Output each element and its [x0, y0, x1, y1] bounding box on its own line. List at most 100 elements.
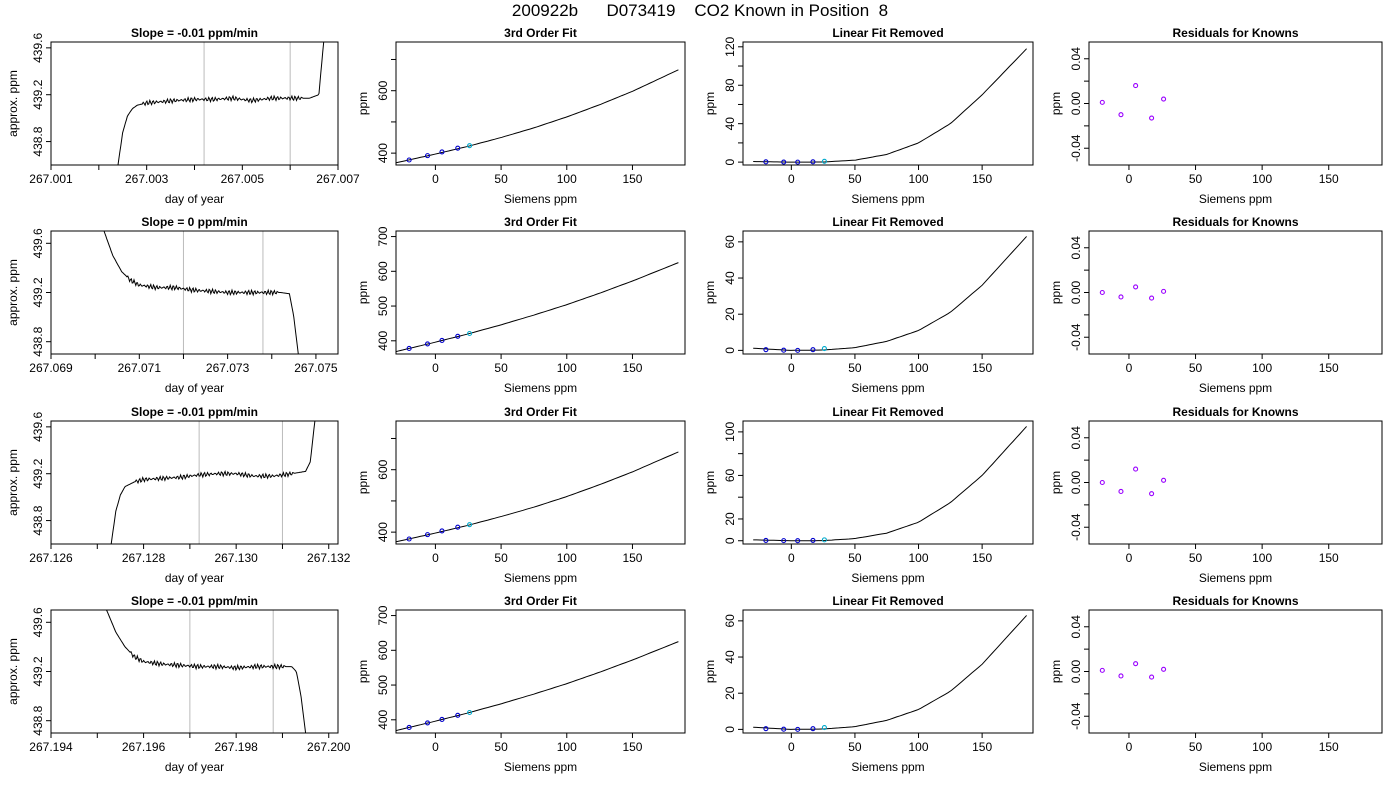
x-tick-label: 150 — [622, 361, 642, 375]
x-tick-label: 50 — [848, 361, 862, 375]
x-tick-label: 267.005 — [221, 172, 265, 186]
data-point — [439, 337, 445, 343]
data-point — [795, 347, 801, 353]
data-point — [810, 159, 816, 165]
y-tick-label: 600 — [376, 80, 390, 100]
y-tick-label: 0 — [723, 158, 737, 165]
series-line — [117, 42, 325, 165]
plot-frame — [395, 420, 686, 545]
x-tick-label: 150 — [622, 551, 642, 565]
data-point — [1161, 288, 1167, 294]
fit-curve — [753, 426, 1027, 542]
panel-title: 3rd Order Fit — [504, 594, 577, 608]
plot-area — [1099, 466, 1167, 497]
data-point — [821, 537, 827, 543]
plot-area — [396, 262, 679, 353]
y-axis-label: ppm — [356, 660, 370, 683]
data-point — [1133, 466, 1139, 472]
data-point — [406, 345, 412, 351]
panel-title: Linear Fit Removed — [832, 215, 943, 229]
y-axis-label: approx. ppm — [6, 638, 20, 705]
panel-3-3: Linear Fit Removed 0 50 100 150 Siemens ppm 0 2… — [703, 405, 1034, 585]
data-point — [1149, 491, 1155, 497]
data-point — [1133, 83, 1139, 89]
data-point — [467, 330, 473, 337]
y-tick-label: 0.04 — [1069, 47, 1083, 71]
data-point — [1161, 666, 1167, 672]
plot-frame — [1088, 420, 1383, 545]
series-line — [106, 610, 307, 733]
x-tick-label: 100 — [909, 361, 929, 375]
x-tick-label: 0 — [432, 740, 439, 754]
x-axis-label: day of year — [165, 760, 224, 774]
x-tick-label: 50 — [848, 551, 862, 565]
x-tick-label: 100 — [1252, 740, 1272, 754]
x-tick-label: 50 — [494, 361, 508, 375]
x-axis-label: Siemens ppm — [851, 571, 924, 585]
y-tick-label: 60 — [723, 235, 737, 249]
y-tick-label: 439.2 — [31, 277, 45, 307]
data-point — [810, 537, 816, 543]
x-tick-label: 150 — [972, 551, 992, 565]
series-line — [110, 421, 316, 544]
x-axis-label: Siemens ppm — [851, 381, 924, 395]
y-tick-label: 600 — [376, 640, 390, 660]
data-point — [795, 538, 801, 544]
data-point — [763, 726, 769, 732]
x-tick-label: 0 — [1126, 740, 1133, 754]
x-axis-label: Siemens ppm — [1199, 571, 1272, 585]
x-axis-label: Siemens ppm — [1199, 381, 1272, 395]
y-axis-label: ppm — [356, 471, 370, 494]
plot-area — [117, 42, 325, 165]
x-tick-label: 150 — [972, 172, 992, 186]
x-tick-label: 50 — [494, 551, 508, 565]
x-axis-label: Siemens ppm — [504, 192, 577, 206]
data-point — [1099, 289, 1105, 296]
y-tick-label: 439.6 — [31, 33, 45, 63]
panel-1-1: Slope = -0.01 ppm/min 267.001 267.003 267.0… — [6, 26, 360, 206]
data-point — [1118, 673, 1124, 679]
x-tick-label: 100 — [557, 740, 577, 754]
y-tick-label: 80 — [723, 78, 737, 92]
x-axis-label: day of year — [165, 571, 224, 585]
x-tick-label: 0 — [432, 361, 439, 375]
data-point — [1133, 284, 1139, 290]
y-tick-label: 60 — [723, 468, 737, 482]
data-point — [763, 347, 769, 353]
y-tick-label: 40 — [723, 650, 737, 664]
panel-title: Residuals for Knowns — [1172, 594, 1298, 608]
panel-title: Linear Fit Removed — [832, 26, 943, 40]
data-point — [467, 522, 473, 528]
data-point — [781, 159, 787, 165]
x-axis-label: Siemens ppm — [1199, 192, 1272, 206]
plot-frame — [742, 41, 1034, 166]
x-tick-label: 100 — [557, 551, 577, 565]
x-tick-label: 0 — [788, 551, 795, 565]
x-tick-label: 267.071 — [118, 361, 162, 375]
y-tick-label: -0.04 — [1069, 513, 1083, 541]
y-tick-label: 0 — [723, 726, 737, 733]
x-tick-label: 100 — [557, 172, 577, 186]
panel-2-3: Linear Fit Removed 0 50 100 150 Siemens ppm 0 2… — [703, 215, 1034, 395]
plot-frame — [50, 41, 339, 166]
data-point — [1099, 479, 1105, 486]
data-point — [821, 725, 827, 731]
x-tick-label: 150 — [1319, 740, 1339, 754]
x-tick-label: 0 — [788, 740, 795, 754]
y-tick-label: 439.2 — [31, 79, 45, 109]
x-tick-label: 100 — [909, 551, 929, 565]
plot-area — [1099, 284, 1167, 301]
plot-frame — [1088, 41, 1383, 166]
x-tick-label: 50 — [494, 172, 508, 186]
panel-title: Slope = -0.01 ppm/min — [131, 26, 258, 40]
x-tick-label: 100 — [557, 361, 577, 375]
panel-title: Residuals for Knowns — [1172, 26, 1298, 40]
data-point — [455, 524, 461, 530]
panel-3-4: Residuals for Knowns 0 50 100 150 Siemens ppm… — [1049, 405, 1383, 585]
y-tick-label: 400 — [376, 143, 390, 163]
data-point — [795, 726, 801, 732]
figure-title: 200922b D073419 CO2 Known in Position 8 — [511, 1, 889, 20]
plot-area — [396, 451, 679, 543]
x-tick-label: 50 — [848, 172, 862, 186]
